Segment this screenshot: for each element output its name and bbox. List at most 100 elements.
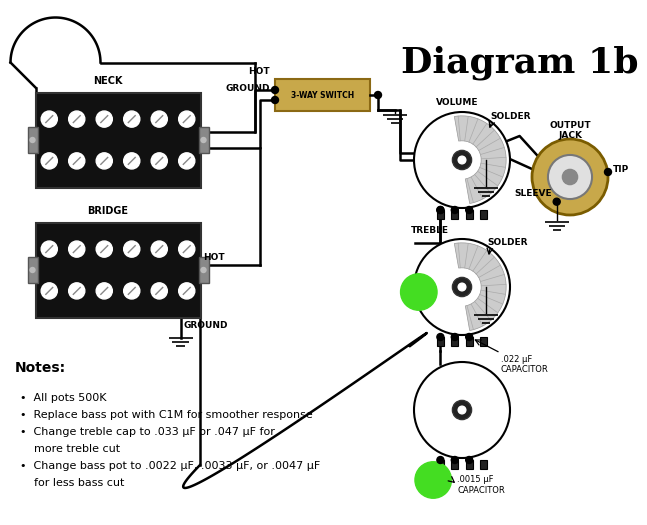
- Wedge shape: [454, 243, 506, 331]
- Text: VOLUME: VOLUME: [436, 98, 478, 107]
- Bar: [480, 337, 487, 346]
- Bar: [437, 337, 444, 346]
- Circle shape: [69, 153, 85, 169]
- Circle shape: [96, 111, 113, 127]
- Text: Notes:: Notes:: [15, 361, 66, 375]
- Text: Diagram 1b: Diagram 1b: [401, 45, 639, 79]
- Circle shape: [466, 206, 473, 214]
- Text: .022 μF
CAPACITOR: .022 μF CAPACITOR: [501, 355, 549, 374]
- Bar: [28, 257, 38, 284]
- Circle shape: [124, 111, 140, 127]
- Circle shape: [151, 153, 168, 169]
- Circle shape: [179, 241, 195, 257]
- Circle shape: [30, 138, 35, 142]
- Circle shape: [452, 457, 458, 464]
- Circle shape: [272, 87, 278, 93]
- Text: HOT: HOT: [248, 67, 270, 76]
- Text: .0015 μF
CAPACITOR: .0015 μF CAPACITOR: [457, 475, 505, 495]
- Bar: [36, 223, 201, 318]
- Bar: [437, 210, 444, 219]
- Bar: [452, 460, 458, 469]
- Circle shape: [96, 153, 113, 169]
- Circle shape: [272, 97, 278, 103]
- Bar: [199, 127, 208, 153]
- Circle shape: [437, 206, 444, 214]
- Text: GROUND: GROUND: [184, 321, 228, 330]
- Text: •  All pots 500K: • All pots 500K: [20, 393, 107, 403]
- Circle shape: [414, 239, 510, 335]
- Bar: [199, 257, 208, 284]
- Wedge shape: [454, 116, 506, 204]
- Bar: [480, 460, 487, 469]
- Circle shape: [414, 362, 510, 458]
- Text: 3-WAY SWITCH: 3-WAY SWITCH: [291, 90, 354, 100]
- Bar: [480, 210, 487, 219]
- Text: SOLDER: SOLDER: [487, 238, 527, 247]
- Text: •  Change bass pot to .0022 μF, .0033 μF, or .0047 μF: • Change bass pot to .0022 μF, .0033 μF,…: [20, 461, 320, 471]
- Text: more treble cut: more treble cut: [20, 444, 120, 454]
- Circle shape: [151, 241, 168, 257]
- Text: BRIDGE: BRIDGE: [87, 206, 129, 216]
- Circle shape: [179, 283, 195, 299]
- Text: for less bass cut: for less bass cut: [20, 478, 124, 488]
- Bar: [466, 460, 473, 469]
- Circle shape: [415, 462, 452, 498]
- Circle shape: [69, 283, 85, 299]
- Circle shape: [452, 401, 472, 419]
- Circle shape: [201, 268, 206, 272]
- Text: SLEEVE: SLEEVE: [514, 188, 552, 198]
- Bar: [466, 337, 473, 346]
- Circle shape: [41, 111, 58, 127]
- Circle shape: [151, 283, 168, 299]
- Bar: [28, 127, 38, 153]
- Circle shape: [151, 111, 168, 127]
- Circle shape: [179, 111, 195, 127]
- Circle shape: [458, 406, 466, 414]
- Text: NECK: NECK: [93, 77, 123, 87]
- Circle shape: [30, 268, 35, 272]
- Circle shape: [400, 274, 437, 310]
- Circle shape: [41, 283, 58, 299]
- Text: TREBLE: TREBLE: [411, 226, 449, 235]
- Text: •  Change treble cap to .033 μF or .047 μF for: • Change treble cap to .033 μF or .047 μ…: [20, 427, 275, 437]
- Circle shape: [414, 112, 510, 208]
- Circle shape: [458, 156, 466, 164]
- Circle shape: [452, 277, 472, 297]
- Circle shape: [69, 111, 85, 127]
- Text: TIP: TIP: [613, 165, 630, 174]
- Bar: [36, 92, 201, 187]
- Circle shape: [437, 457, 444, 464]
- Circle shape: [548, 155, 592, 199]
- Circle shape: [124, 153, 140, 169]
- Circle shape: [452, 150, 472, 170]
- Bar: [452, 337, 458, 346]
- Circle shape: [96, 283, 113, 299]
- Circle shape: [458, 283, 466, 291]
- Text: SOLDER: SOLDER: [490, 112, 531, 121]
- Bar: [466, 210, 473, 219]
- Circle shape: [452, 333, 458, 341]
- Circle shape: [124, 283, 140, 299]
- Circle shape: [41, 153, 58, 169]
- Circle shape: [69, 241, 85, 257]
- Text: GROUND: GROUND: [226, 84, 270, 93]
- Circle shape: [604, 169, 611, 175]
- Circle shape: [124, 241, 140, 257]
- Circle shape: [437, 206, 444, 214]
- Circle shape: [201, 138, 206, 142]
- Circle shape: [437, 333, 444, 341]
- Bar: [275, 79, 370, 111]
- Circle shape: [532, 139, 608, 215]
- Circle shape: [452, 206, 458, 214]
- Text: •  Replace bass pot with C1M for smoother response: • Replace bass pot with C1M for smoother…: [20, 410, 313, 420]
- Bar: [437, 460, 444, 469]
- Circle shape: [553, 198, 560, 205]
- Circle shape: [466, 333, 473, 341]
- Circle shape: [179, 153, 195, 169]
- Text: HOT: HOT: [204, 253, 225, 262]
- Text: OUTPUT
JACK: OUTPUT JACK: [549, 121, 591, 140]
- Circle shape: [466, 457, 473, 464]
- Circle shape: [41, 241, 58, 257]
- Circle shape: [562, 170, 578, 185]
- Bar: [452, 210, 458, 219]
